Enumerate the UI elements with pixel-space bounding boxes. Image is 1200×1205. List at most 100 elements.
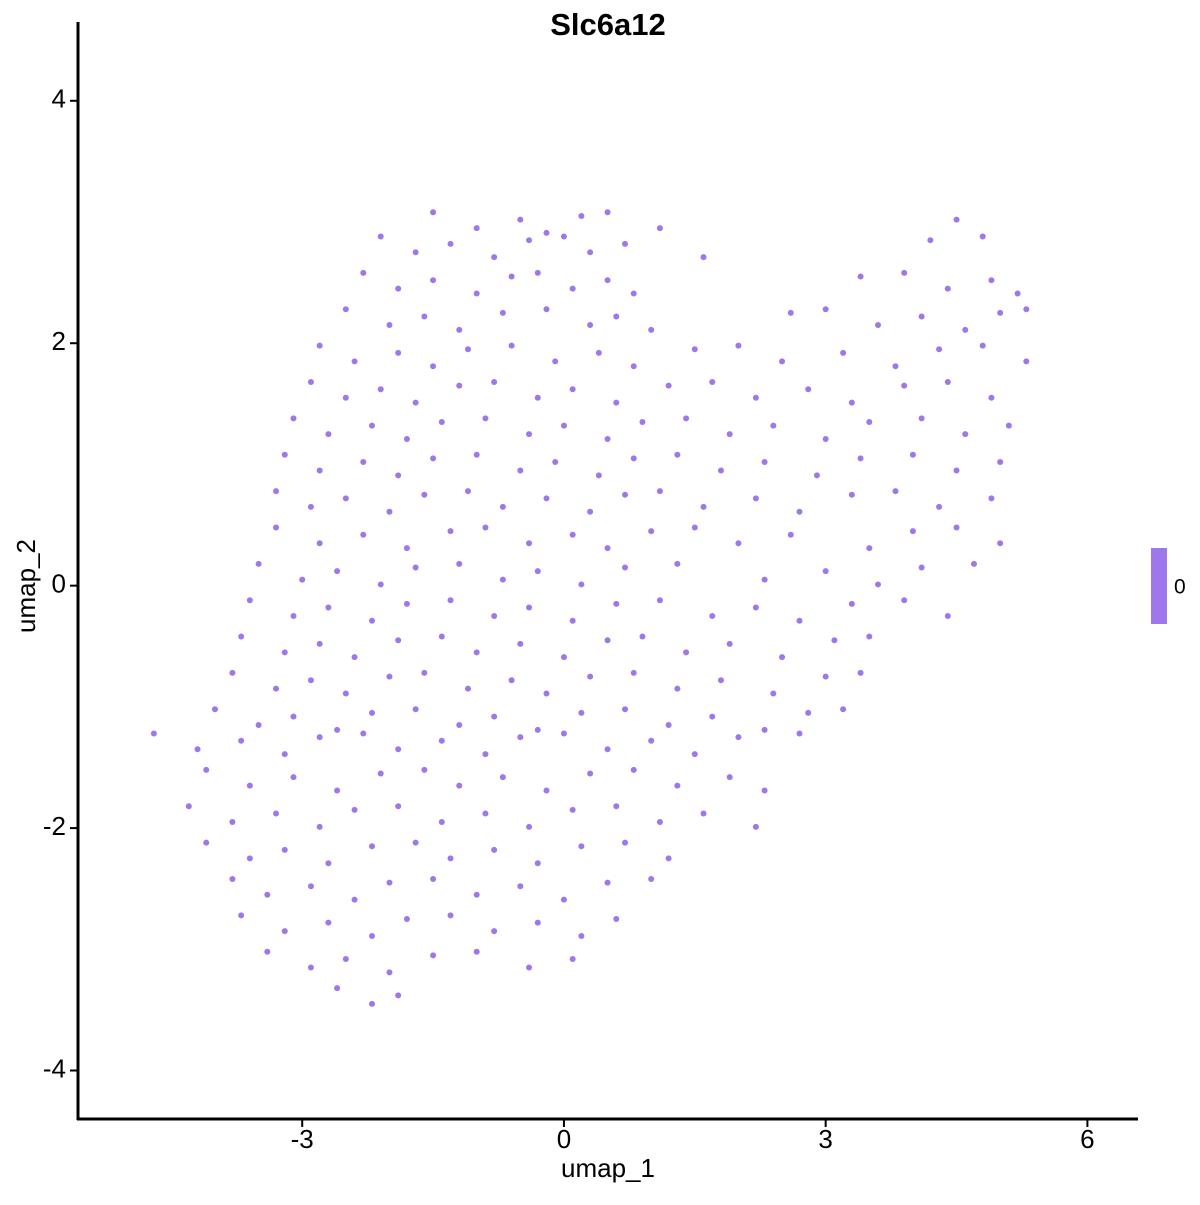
point <box>848 600 855 607</box>
point <box>325 860 332 867</box>
point <box>560 654 567 661</box>
point <box>674 560 681 567</box>
point <box>369 843 376 850</box>
point <box>281 451 288 458</box>
point <box>700 254 707 261</box>
point <box>194 746 201 753</box>
point <box>412 564 419 571</box>
point <box>211 706 218 713</box>
point <box>508 677 515 684</box>
point <box>953 467 960 474</box>
point <box>648 528 655 535</box>
point <box>342 690 349 697</box>
point <box>395 746 402 753</box>
point <box>630 290 637 297</box>
point <box>613 399 620 406</box>
point <box>691 346 698 353</box>
point <box>430 363 437 370</box>
point <box>604 209 611 216</box>
point <box>403 435 410 442</box>
point <box>351 896 358 903</box>
point <box>569 955 576 962</box>
point <box>587 249 594 256</box>
point <box>421 766 428 773</box>
point <box>543 306 550 313</box>
point <box>369 1000 376 1007</box>
point <box>988 277 995 284</box>
point <box>543 690 550 697</box>
point <box>752 604 759 611</box>
point <box>395 349 402 356</box>
point <box>491 928 498 935</box>
point <box>307 379 314 386</box>
point <box>622 564 629 571</box>
point <box>892 363 899 370</box>
point <box>622 240 629 247</box>
point <box>325 919 332 926</box>
point <box>499 774 506 781</box>
point <box>229 819 236 826</box>
point <box>779 358 786 365</box>
point <box>665 382 672 389</box>
chart-title: Slc6a12 <box>550 7 666 42</box>
point <box>997 459 1004 466</box>
point <box>552 358 559 365</box>
point <box>534 568 541 575</box>
point <box>560 730 567 737</box>
point <box>526 823 533 830</box>
point <box>491 846 498 853</box>
point <box>648 326 655 333</box>
point <box>901 597 908 604</box>
point <box>848 491 855 498</box>
x-axis-label: umap_1 <box>561 1153 655 1183</box>
point <box>796 617 803 624</box>
point <box>438 737 445 744</box>
point <box>438 419 445 426</box>
point <box>770 690 777 697</box>
point <box>386 969 393 976</box>
point <box>822 435 829 442</box>
point <box>805 386 812 393</box>
point <box>630 455 637 462</box>
point <box>735 734 742 741</box>
point <box>412 839 419 846</box>
point <box>761 726 768 733</box>
point <box>351 806 358 813</box>
point <box>752 495 759 502</box>
point <box>595 472 602 479</box>
point <box>761 576 768 583</box>
point <box>203 766 210 773</box>
point <box>918 564 925 571</box>
point <box>700 503 707 510</box>
point <box>377 581 384 588</box>
point <box>918 313 925 320</box>
point <box>909 451 916 458</box>
point <box>229 875 236 882</box>
point <box>342 495 349 502</box>
y-tick-label: 0 <box>52 569 66 599</box>
point <box>334 568 341 575</box>
point <box>848 399 855 406</box>
point <box>683 649 690 656</box>
point <box>569 806 576 813</box>
point <box>351 654 358 661</box>
point <box>578 932 585 939</box>
point <box>456 326 463 333</box>
point <box>290 713 297 720</box>
point <box>395 472 402 479</box>
point <box>395 803 402 810</box>
point <box>944 379 951 386</box>
point <box>674 782 681 789</box>
point <box>700 810 707 817</box>
point <box>717 677 724 684</box>
point <box>534 394 541 401</box>
point <box>726 774 733 781</box>
point <box>473 948 480 955</box>
point <box>464 488 471 495</box>
point <box>866 633 873 640</box>
point <box>578 843 585 850</box>
point <box>273 488 280 495</box>
point <box>386 879 393 886</box>
point <box>351 358 358 365</box>
